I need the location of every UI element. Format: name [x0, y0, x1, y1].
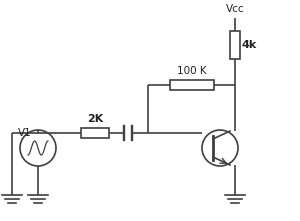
Text: 100 K: 100 K: [177, 66, 206, 76]
Bar: [230, 31, 240, 59]
Text: Vcc: Vcc: [226, 4, 244, 14]
Text: V1: V1: [18, 128, 32, 138]
Text: 4k: 4k: [242, 40, 257, 50]
Bar: [169, 80, 214, 90]
Text: 2K: 2K: [87, 114, 103, 124]
Bar: [81, 128, 109, 138]
